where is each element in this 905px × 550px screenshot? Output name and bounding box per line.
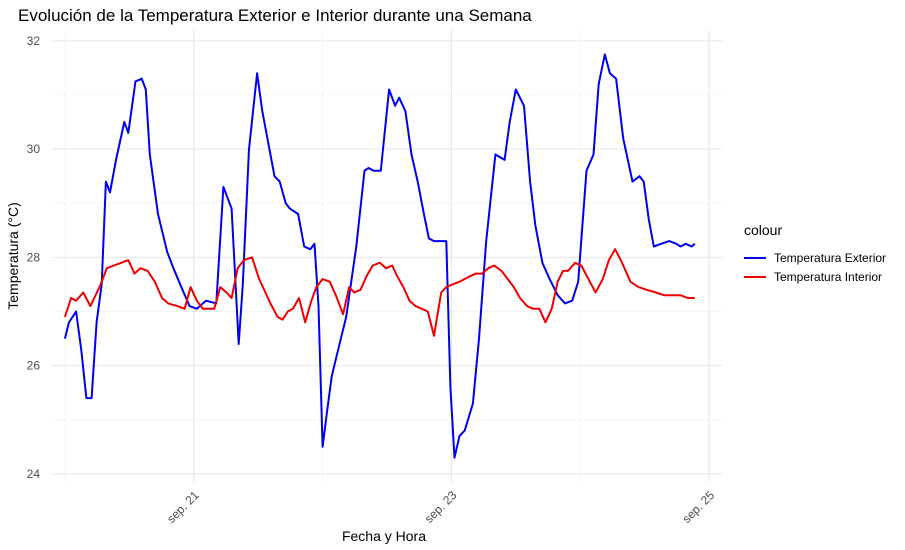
series-line-interior	[63, 248, 695, 337]
x-tick-label: sep. 21	[164, 488, 202, 526]
x-axis-tick-labels: sep. 21 sep. 23 sep. 25	[164, 488, 717, 526]
legend-item-exterior: Temperatura Exterior	[744, 248, 886, 267]
series-line-exterior	[63, 53, 696, 459]
x-tick-label: sep. 25	[679, 488, 717, 526]
y-tick-label: 26	[27, 359, 41, 373]
series-layer	[63, 53, 696, 459]
legend-label-interior: Temperatura Interior	[774, 269, 883, 284]
x-tick-label: sep. 23	[422, 488, 460, 526]
y-tick-label: 24	[27, 467, 41, 481]
legend-label-exterior: Temperatura Exterior	[774, 250, 887, 265]
y-tick-label: 30	[27, 142, 41, 156]
y-axis-tick-labels: 24 26 28 30 32	[27, 34, 41, 481]
grid-layer	[52, 30, 722, 482]
y-axis-label: Temperatura (°C)	[5, 202, 21, 310]
legend-item-interior: Temperatura Interior	[744, 267, 886, 286]
y-tick-label: 28	[27, 250, 41, 264]
chart-title: Evolución de la Temperatura Exterior e I…	[18, 6, 532, 25]
x-axis-label: Fecha y Hora	[342, 528, 426, 544]
y-tick-label: 32	[27, 34, 41, 48]
legend-key-exterior	[744, 256, 766, 259]
legend-title: colour	[744, 222, 783, 238]
legend-key-interior	[744, 275, 766, 278]
legend: colour Temperatura Exterior Temperatura …	[744, 222, 886, 286]
